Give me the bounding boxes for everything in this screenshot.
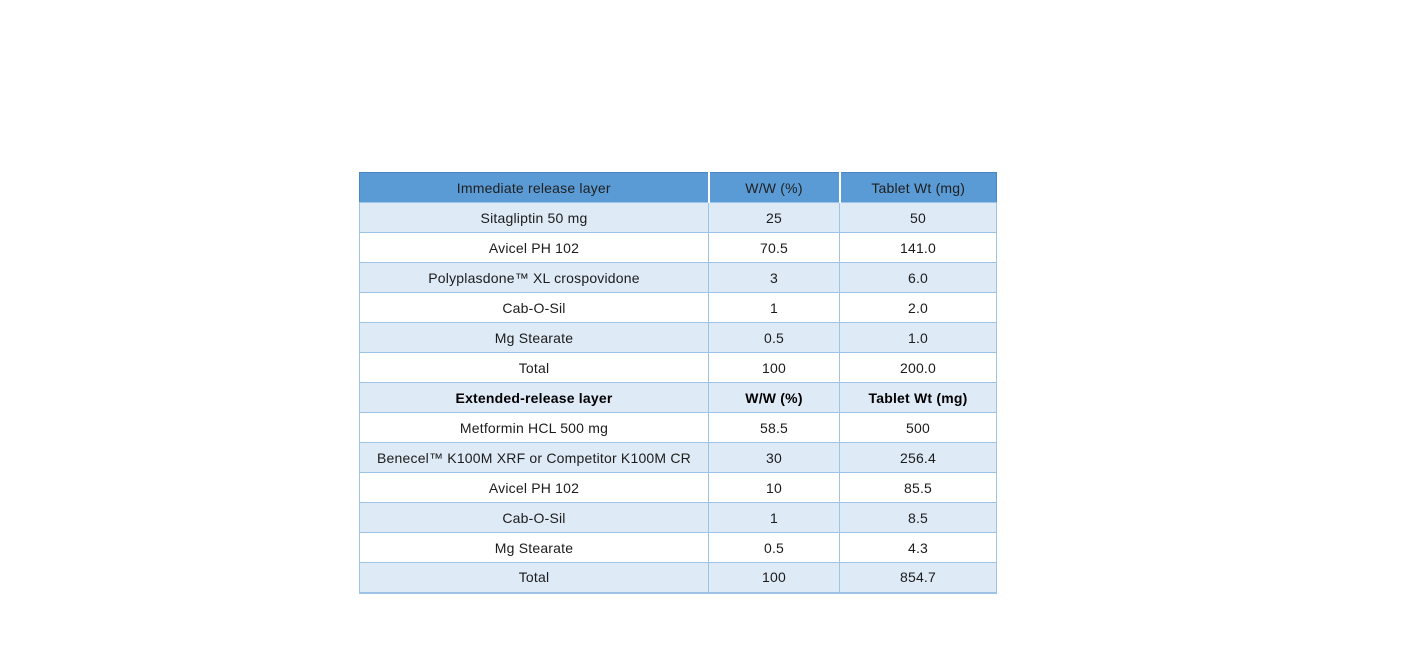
cell-ingredient: Avicel PH 102 <box>359 232 709 263</box>
cell-tablet-wt: 85.5 <box>839 472 997 503</box>
cell-tablet-wt: 500 <box>839 412 997 443</box>
cell-ingredient: Cab-O-Sil <box>359 292 709 323</box>
section2-header-row: Extended-release layer W/W (%) Tablet Wt… <box>359 382 997 413</box>
cell-tablet-wt: 2.0 <box>839 292 997 323</box>
cell-ww-percent: 10 <box>708 472 840 503</box>
cell-ingredient: Mg Stearate <box>359 322 709 353</box>
cell-ww-percent: 58.5 <box>708 412 840 443</box>
cell-total-label: Total <box>359 352 709 383</box>
cell-ww-percent: 30 <box>708 442 840 473</box>
section1-header-ww-percent: W/W (%) <box>707 172 841 203</box>
section1-header-layer: Immediate release layer <box>359 172 710 203</box>
cell-total-tablet-wt: 200.0 <box>839 352 997 383</box>
cell-tablet-wt: 141.0 <box>839 232 997 263</box>
cell-total-tablet-wt: 854.7 <box>839 562 997 594</box>
table-row-avicel-ir: Avicel PH 102 70.5 141.0 <box>359 232 997 263</box>
section2-header-layer: Extended-release layer <box>359 382 709 413</box>
cell-ingredient: Polyplasdone™ XL crospovidone <box>359 262 709 293</box>
cell-ww-percent: 70.5 <box>708 232 840 263</box>
table-row-cabosil-er: Cab-O-Sil 1 8.5 <box>359 502 997 533</box>
cell-total-ww-percent: 100 <box>708 352 840 383</box>
cell-ww-percent: 1 <box>708 292 840 323</box>
cell-ingredient: Benecel™ K100M XRF or Competitor K100M C… <box>359 442 709 473</box>
cell-ingredient: Mg Stearate <box>359 532 709 563</box>
formulation-table: Immediate release layer W/W (%) Tablet W… <box>359 172 997 594</box>
cell-tablet-wt: 1.0 <box>839 322 997 353</box>
cell-total-label: Total <box>359 562 709 594</box>
table-row-polyplasdone: Polyplasdone™ XL crospovidone 3 6.0 <box>359 262 997 293</box>
table-row-total-er: Total 100 854.7 <box>359 562 997 594</box>
table-row-mg-stearate-er: Mg Stearate 0.5 4.3 <box>359 532 997 563</box>
table-row-metformin: Metformin HCL 500 mg 58.5 500 <box>359 412 997 443</box>
section1-header-row: Immediate release layer W/W (%) Tablet W… <box>359 172 997 203</box>
cell-tablet-wt: 4.3 <box>839 532 997 563</box>
cell-ingredient: Sitagliptin 50 mg <box>359 202 709 233</box>
cell-ww-percent: 25 <box>708 202 840 233</box>
cell-ww-percent: 3 <box>708 262 840 293</box>
cell-ingredient: Avicel PH 102 <box>359 472 709 503</box>
cell-tablet-wt: 256.4 <box>839 442 997 473</box>
cell-ww-percent: 1 <box>708 502 840 533</box>
cell-tablet-wt: 50 <box>839 202 997 233</box>
cell-ww-percent: 0.5 <box>708 532 840 563</box>
cell-tablet-wt: 6.0 <box>839 262 997 293</box>
cell-ingredient: Metformin HCL 500 mg <box>359 412 709 443</box>
table-row-benecel: Benecel™ K100M XRF or Competitor K100M C… <box>359 442 997 473</box>
cell-total-ww-percent: 100 <box>708 562 840 594</box>
table-row-mg-stearate-ir: Mg Stearate 0.5 1.0 <box>359 322 997 353</box>
cell-ingredient: Cab-O-Sil <box>359 502 709 533</box>
table-row-cabosil-ir: Cab-O-Sil 1 2.0 <box>359 292 997 323</box>
table-row-total-ir: Total 100 200.0 <box>359 352 997 383</box>
section2-header-ww-percent: W/W (%) <box>708 382 840 413</box>
section1-header-tablet-wt: Tablet Wt (mg) <box>838 172 997 203</box>
table-row-avicel-er: Avicel PH 102 10 85.5 <box>359 472 997 503</box>
table-row-sitagliptin: Sitagliptin 50 mg 25 50 <box>359 202 997 233</box>
section2-header-tablet-wt: Tablet Wt (mg) <box>839 382 997 413</box>
cell-tablet-wt: 8.5 <box>839 502 997 533</box>
cell-ww-percent: 0.5 <box>708 322 840 353</box>
